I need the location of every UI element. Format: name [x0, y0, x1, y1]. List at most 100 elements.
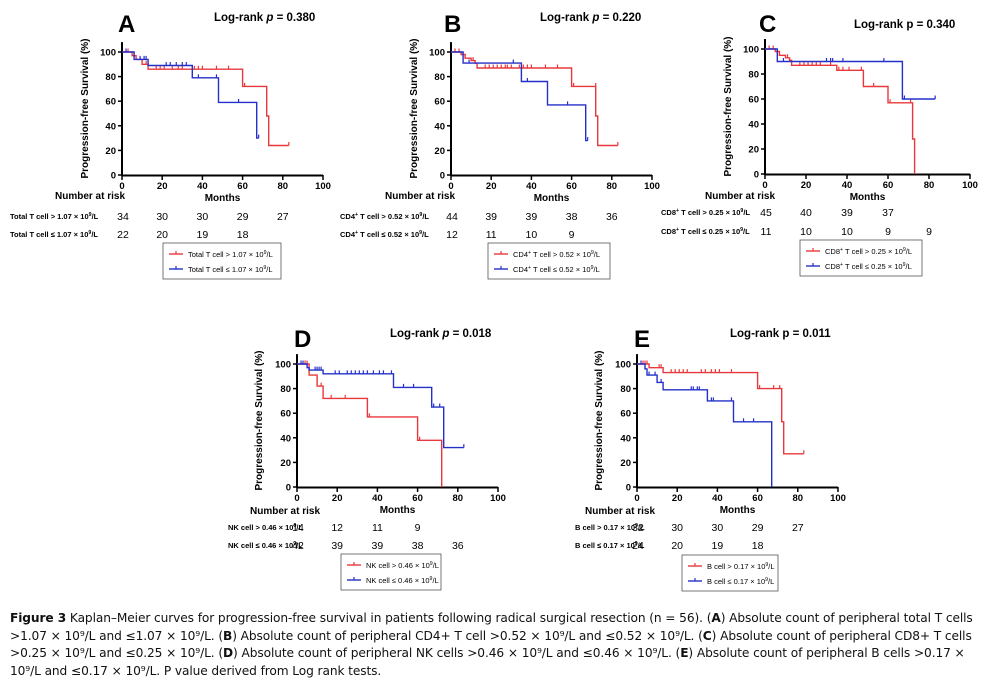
risk-row-label: Total T cell > 1.07 × 109/L [10, 212, 99, 221]
label-text: B cell > 0.17 × 10 [707, 562, 765, 571]
title-prefix: Log-rank [854, 19, 906, 31]
superscript: 9 [635, 523, 638, 529]
km-curve-high [451, 51, 618, 147]
superscript: 9 [740, 208, 743, 214]
label-text: /L [92, 212, 99, 221]
risk-count: 19 [712, 540, 724, 552]
km-curve-low [297, 363, 464, 449]
label-text: NK cell ≤ 0.46 × 10 [228, 541, 293, 550]
legend-label: CD4+ T cell > 0.52 × 109/L [513, 250, 600, 259]
superscript: + [528, 250, 531, 256]
caption-part-e: (E) Absolute count of peripheral B cells… [10, 646, 965, 678]
y-tick-label: 20 [280, 458, 291, 469]
superscript: 9 [293, 541, 296, 547]
y-tick-label: 0 [626, 483, 631, 494]
label-text: B cell ≤ 0.17 × 10 [575, 541, 635, 550]
superscript: 9 [89, 212, 92, 218]
risk-count: 29 [752, 522, 764, 534]
risk-count: 36 [606, 211, 618, 223]
y-tick-label: 60 [434, 97, 445, 108]
x-tick-label: 0 [762, 180, 767, 191]
label-text: CD4 [340, 230, 356, 239]
x-tick-label: 60 [412, 493, 423, 504]
superscript: + [355, 212, 358, 218]
legend-box [681, 554, 779, 592]
legend-label: Total T cell ≤ 1.07 × 109/L [188, 265, 273, 274]
y-axis-label: Progression-free Survival (%) [594, 350, 605, 490]
risk-count: 42 [292, 540, 304, 552]
label-text: CD4 [513, 265, 528, 274]
superscript: + [528, 265, 531, 271]
panel-letter: B [444, 11, 461, 38]
y-axis-label: Progression-free Survival (%) [80, 38, 91, 178]
risk-count: 18 [752, 540, 764, 552]
x-tick-label: 20 [672, 493, 683, 504]
x-tick-label: 20 [332, 493, 343, 504]
label-text: NK cell ≤ 0.46 × 10 [366, 576, 430, 585]
risk-count: 18 [237, 229, 249, 241]
risk-table-title: Number at risk [385, 191, 455, 202]
risk-count: 12 [446, 229, 458, 241]
risk-count: 37 [882, 207, 894, 219]
label-text: /L [433, 561, 439, 570]
label-text: T cell > 0.52 × 10 [531, 250, 591, 259]
caption-letter: A [711, 611, 721, 625]
km-curve-low [122, 51, 259, 139]
x-tick-label: 60 [237, 181, 248, 192]
title-p: p [441, 328, 449, 340]
superscript: 9 [419, 230, 422, 236]
label-text: /L [743, 208, 750, 217]
y-tick-label: 100 [615, 360, 631, 371]
y-tick-label: 100 [275, 360, 291, 371]
risk-count: 32 [632, 522, 644, 534]
y-tick-label: 0 [440, 171, 445, 182]
panel-letter: C [759, 11, 776, 38]
label-text: T cell ≤ 0.52 × 10 [358, 230, 419, 239]
caption-letter: D [223, 646, 234, 660]
x-tick-label: 80 [607, 181, 618, 192]
chart-title: Log-rank p = 0.380 [214, 12, 315, 24]
y-tick-label: 20 [620, 458, 631, 469]
y-tick-label: 0 [286, 483, 291, 494]
label-text: Total T cell ≤ 1.07 × 10 [188, 265, 263, 274]
label-text: /L [638, 523, 645, 532]
x-axis-label: Months [380, 505, 416, 516]
x-axis-label: Months [850, 192, 886, 203]
title-prefix: Log-rank [730, 328, 782, 340]
label-text: /L [91, 230, 98, 239]
risk-table-title: Number at risk [250, 506, 320, 517]
title-p: p [591, 12, 599, 24]
km-curve-high [637, 363, 804, 455]
risk-count: 10 [841, 226, 853, 238]
x-tick-label: 60 [752, 493, 763, 504]
risk-count: 39 [485, 211, 497, 223]
superscript: 9 [293, 523, 296, 529]
km-panel-d: D Log-rank p = 0.018 Progression-free Surv… [228, 326, 506, 591]
superscript: + [355, 230, 358, 236]
km-curve-high [122, 51, 289, 147]
label-text: T cell ≤ 0.25 × 10 [843, 262, 903, 271]
legend-label: B cell > 0.17 × 109/L [707, 562, 775, 571]
figure-caption: Figure 3 Kaplan–Meier curves for progres… [10, 610, 985, 680]
km-panel-e: E Log-rank p = 0.011 Progression-free Surv… [575, 326, 846, 592]
x-tick-label: 20 [486, 181, 497, 192]
y-tick-label: 100 [100, 48, 116, 59]
label-text: B cell > 0.17 × 10 [575, 523, 635, 532]
risk-count: 9 [885, 226, 891, 238]
legend-label: CD4+ T cell ≤ 0.52 × 109/L [513, 265, 600, 274]
y-tick-label: 100 [743, 45, 759, 56]
superscript: + [676, 208, 679, 214]
caption-text: Absolute count of peripheral B cells >0.… [10, 646, 965, 678]
panel-letter: E [634, 326, 650, 353]
risk-row-label: CD4+ T cell > 0.52 × 109/L [340, 212, 429, 221]
risk-count: 45 [760, 207, 772, 219]
y-tick-label: 100 [429, 48, 445, 59]
label-text: Total T cell > 1.07 × 10 [188, 250, 264, 259]
legend-label: NK cell ≤ 0.46 × 109/L [366, 576, 439, 585]
risk-count: 39 [372, 540, 384, 552]
legend-box [162, 242, 282, 280]
chart-title: Log-rank p = 0.011 [730, 328, 831, 340]
y-axis-label: Progression-free Survival (%) [254, 350, 265, 490]
y-tick-label: 60 [105, 97, 116, 108]
